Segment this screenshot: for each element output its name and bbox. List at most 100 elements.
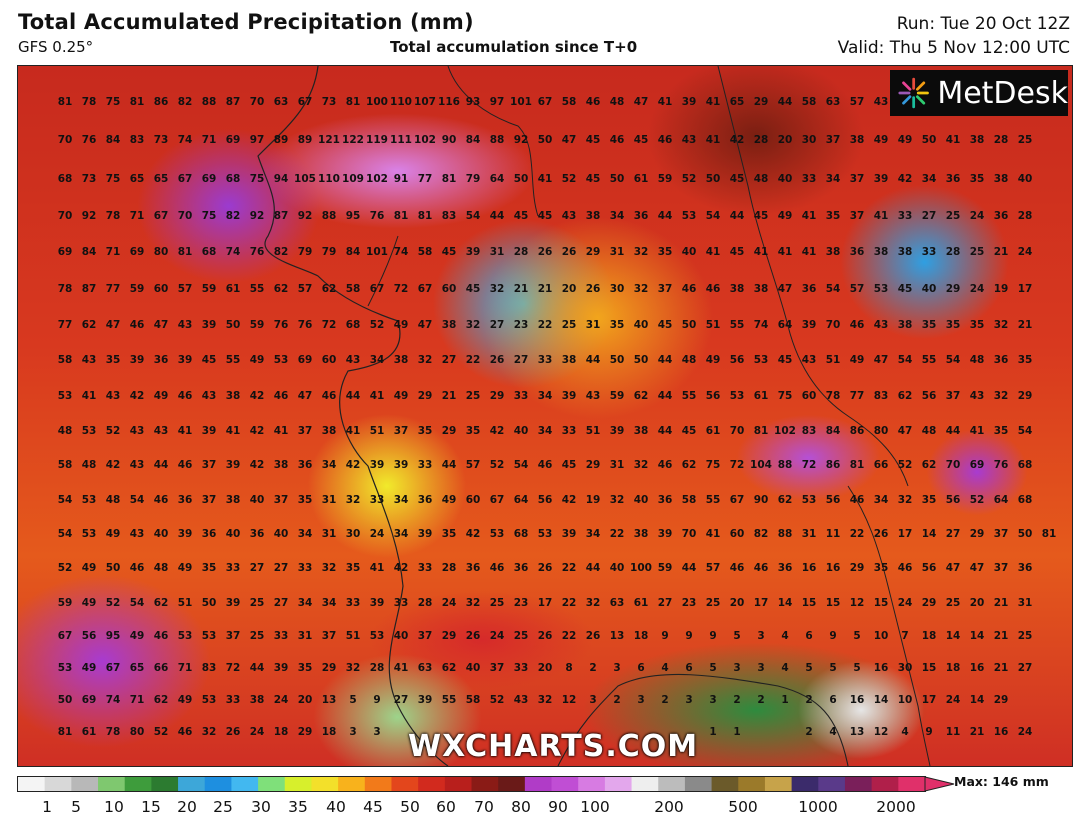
precip-value-label: 6 [805,630,813,642]
watermark: WXCHARTS.COM [408,729,699,764]
precip-value-label: 68 [345,319,361,331]
precip-value-label: 44 [657,354,673,366]
precip-value-label: 29 [969,528,985,540]
precip-value-label: 65 [729,96,745,108]
precip-value-label: 14 [969,694,985,706]
precip-value-label: 47 [105,319,121,331]
precip-value-label: 3 [757,630,765,642]
precip-value-label: 5 [349,694,357,706]
precip-value-label: 14 [969,630,985,642]
precip-value-label: 37 [849,173,865,185]
precip-value-label: 81 [57,726,73,738]
precip-value-label: 61 [633,173,649,185]
precip-value-label: 39 [873,173,889,185]
precip-value-label: 33 [537,354,553,366]
precip-value-label: 17 [921,694,937,706]
precip-value-label: 49 [129,630,145,642]
precip-value-label: 34 [297,528,313,540]
precip-value-label: 46 [273,390,289,402]
precip-value-label: 45 [681,425,697,437]
precip-value-label: 24 [969,283,985,295]
precip-value-label: 57 [177,283,193,295]
precip-value-label: 40 [465,662,481,674]
precip-value-label: 53 [753,354,769,366]
precip-value-label: 62 [897,390,913,402]
precip-value-label: 100 [630,562,652,574]
precip-value-label: 55 [249,283,265,295]
precip-value-label: 52 [489,694,505,706]
precip-value-label: 39 [465,246,481,258]
precip-value-label: 34 [537,390,553,402]
precip-value-label: 93 [465,96,481,108]
precip-value-label: 36 [465,562,481,574]
precip-value-label: 43 [201,390,217,402]
precip-value-label: 18 [273,726,289,738]
precip-value-label: 41 [537,173,553,185]
precip-value-label: 49 [249,354,265,366]
precip-value-label: 35 [993,425,1009,437]
precip-value-label: 47 [777,283,793,295]
precip-value-label: 14 [777,597,793,609]
precip-value-label: 109 [342,173,364,185]
precip-value-label: 6 [829,694,837,706]
precip-value-label: 34 [321,459,337,471]
precip-value-label: 22 [465,354,481,366]
colorbar-tick-label: 500 [728,798,758,816]
precip-value-label: 67 [57,630,73,642]
precip-value-label: 70 [177,210,193,222]
colorbar-swatch [151,777,179,791]
precip-value-label: 31 [489,246,505,258]
colorbar-tick-label: 90 [548,798,568,816]
precip-value-label: 33 [801,173,817,185]
precip-value-label: 24 [1017,246,1033,258]
precip-value-label: 4 [781,662,789,674]
precip-value-label: 26 [465,630,481,642]
precip-value-label: 42 [345,459,361,471]
precip-value-label: 81 [849,459,865,471]
precip-value-label: 27 [273,562,289,574]
precip-value-label: 25 [705,597,721,609]
precip-value-label: 41 [873,210,889,222]
precip-value-label: 33 [393,597,409,609]
precip-value-label: 38 [897,319,913,331]
precip-value-label: 25 [489,597,505,609]
precip-value-label: 42 [393,562,409,574]
colorbar-swatch [818,777,846,791]
precip-value-label: 75 [201,210,217,222]
precip-value-label: 30 [609,283,625,295]
precip-value-label: 54 [465,210,481,222]
precip-value-label: 57 [849,283,865,295]
precip-value-label: 45 [465,283,481,295]
precip-value-label: 51 [825,354,841,366]
precip-value-label: 33 [417,459,433,471]
precip-value-label: 48 [921,425,937,437]
precip-value-label: 59 [57,597,73,609]
precip-value-label: 37 [825,134,841,146]
colorbar-swatch [444,777,472,791]
precip-value-label: 32 [345,494,361,506]
precip-value-label: 32 [585,597,601,609]
precip-value-label: 26 [873,528,889,540]
precip-value-label: 105 [294,173,316,185]
precip-value-label: 16 [969,662,985,674]
metdesk-logo: MetDesk [890,70,1068,116]
precip-value-label: 36 [801,283,817,295]
precip-value-label: 33 [297,562,313,574]
precip-value-label: 54 [57,528,73,540]
valid-time-label: Valid: Thu 5 Nov 12:00 UTC [837,38,1070,58]
precip-value-label: 39 [393,459,409,471]
precip-value-label: 83 [441,210,457,222]
precip-value-label: 39 [609,425,625,437]
colorbar-tick-label: 5 [71,798,81,816]
precip-value-label: 41 [705,134,721,146]
precip-value-label: 88 [321,210,337,222]
precip-value-label: 90 [441,134,457,146]
precip-value-label: 48 [753,173,769,185]
colorbar-swatch [551,777,579,791]
precip-value-label: 35 [441,528,457,540]
precip-value-label: 41 [393,662,409,674]
precip-value-label: 42 [249,425,265,437]
precip-value-label: 86 [825,459,841,471]
precip-value-label: 31 [321,528,337,540]
precip-value-label: 32 [633,459,649,471]
